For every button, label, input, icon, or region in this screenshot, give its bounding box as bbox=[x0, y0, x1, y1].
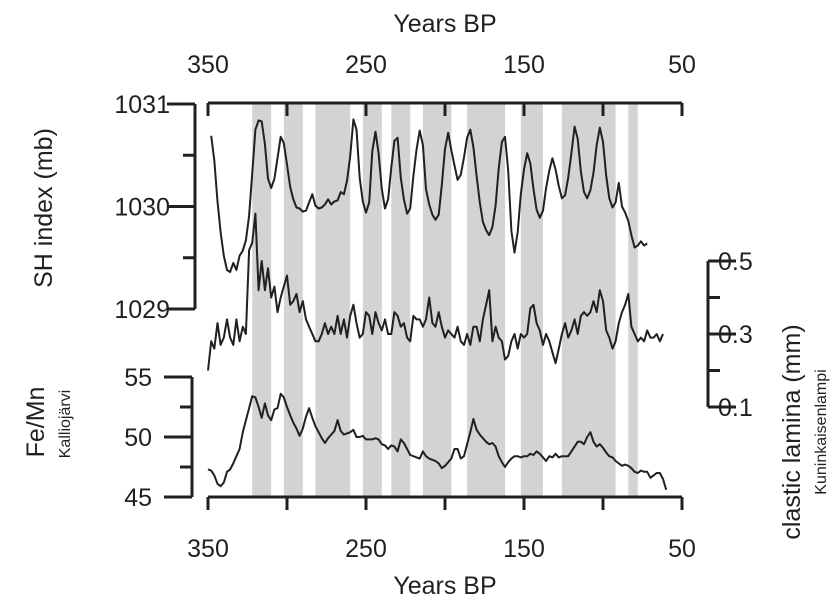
sh-index-series-line bbox=[210, 118, 648, 274]
top-x-tick-label: 350 bbox=[187, 51, 229, 79]
clastic-lamina-series-line bbox=[207, 212, 664, 371]
clastic-y-axis-title: clastic lamina (mm) bbox=[778, 324, 806, 539]
sh-y-tick-labels: 1029 1030 1031 bbox=[114, 91, 170, 324]
sh-y-tick-label: 1030 bbox=[114, 194, 170, 222]
fe-mn-series-line bbox=[207, 392, 668, 491]
bottom-x-ticks bbox=[206, 497, 684, 510]
shaded-band bbox=[391, 103, 411, 497]
sh-y-tick-label: 1029 bbox=[114, 296, 170, 324]
shaded-band bbox=[628, 103, 638, 497]
femn-y-axis-title: Fe/Mn bbox=[22, 387, 50, 458]
bottom-x-tick-label: 150 bbox=[503, 535, 545, 563]
sh-panel: 1029 1030 1031 SH index (mb) bbox=[30, 91, 648, 324]
clastic-y-tick-labels: 0.1 0.3 0.5 bbox=[718, 248, 753, 422]
clastic-y-axis-subtitle: Kuninkaisenlampi bbox=[813, 369, 830, 494]
bottom-x-tick-label: 350 bbox=[187, 535, 229, 563]
clastic-y-tick-label: 0.1 bbox=[718, 394, 753, 422]
top-x-tick-label: 150 bbox=[503, 51, 545, 79]
shaded-band bbox=[422, 103, 452, 497]
femn-y-tick-labels: 45 50 55 bbox=[124, 364, 152, 512]
top-x-tick-labels: 350 250 150 50 bbox=[187, 51, 696, 79]
sh-y-tick-label: 1031 bbox=[114, 91, 170, 119]
femn-y-axis bbox=[164, 375, 194, 499]
top-x-axis: 350 250 150 50 Years BP bbox=[187, 10, 696, 116]
shaded-band bbox=[362, 103, 382, 497]
clastic-y-tick-label: 0.5 bbox=[718, 248, 753, 276]
femn-y-tick-label: 50 bbox=[124, 424, 152, 452]
sh-y-axis-title: SH index (mb) bbox=[30, 128, 58, 288]
femn-panel: 45 50 55 Fe/Mn Kalliojärvi bbox=[22, 364, 668, 512]
sh-y-axis bbox=[167, 102, 197, 311]
top-x-tick-label: 250 bbox=[345, 51, 387, 79]
bottom-x-tick-labels: 350 250 150 50 bbox=[187, 535, 696, 563]
top-x-tick-label: 50 bbox=[668, 51, 696, 79]
shaded-band bbox=[252, 103, 272, 497]
shaded-band bbox=[520, 103, 543, 497]
bottom-x-axis-title: Years BP bbox=[393, 572, 496, 600]
shaded-band bbox=[561, 103, 616, 497]
femn-y-axis-subtitle: Kalliojärvi bbox=[57, 390, 74, 458]
top-x-axis-title: Years BP bbox=[393, 10, 496, 38]
femn-y-tick-label: 45 bbox=[124, 484, 152, 512]
clastic-y-axis bbox=[706, 259, 736, 409]
bottom-x-tick-label: 250 bbox=[345, 535, 387, 563]
clastic-panel: 0.1 0.3 0.5 clastic lamina (mm) Kuninkaise… bbox=[207, 212, 830, 540]
clastic-y-tick-label: 0.3 bbox=[718, 321, 753, 349]
top-x-ticks bbox=[206, 103, 684, 116]
femn-y-tick-label: 55 bbox=[124, 364, 152, 392]
bottom-x-axis: 350 250 150 50 Years BP bbox=[187, 495, 696, 600]
bottom-x-tick-label: 50 bbox=[668, 535, 696, 563]
